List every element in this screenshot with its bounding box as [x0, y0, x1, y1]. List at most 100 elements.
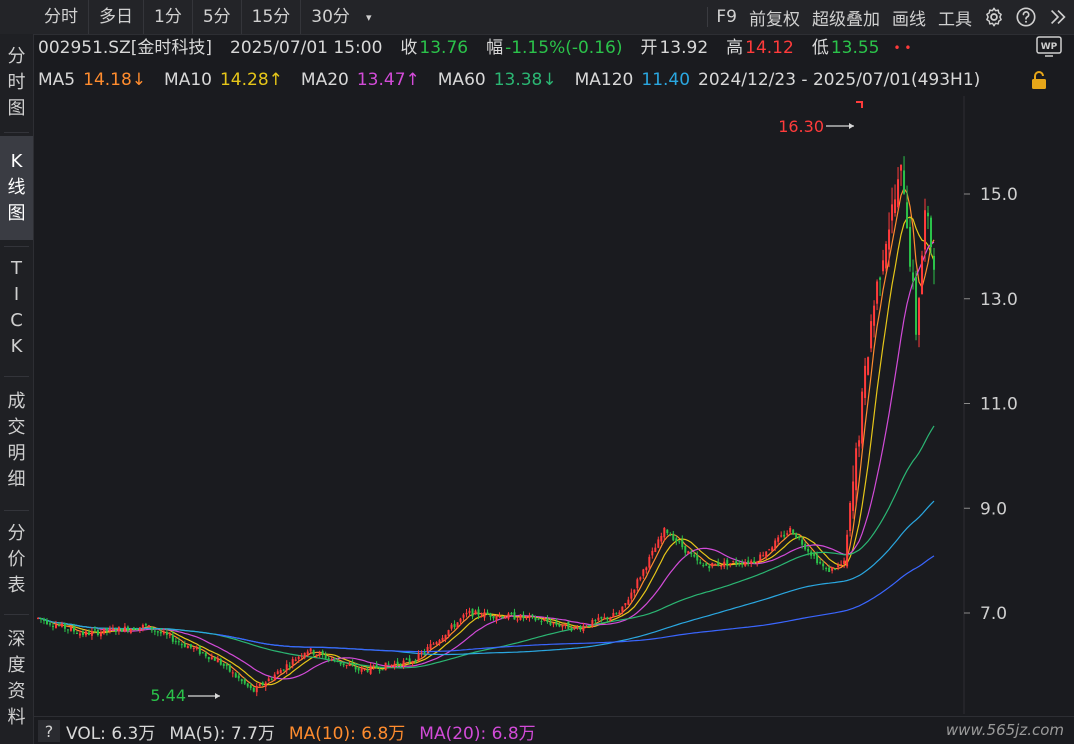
candle-body: [531, 614, 534, 616]
sidebar-item-kline-chart[interactable]: K 线 图: [0, 136, 33, 240]
candle-body: [459, 618, 462, 622]
candle-body: [846, 534, 849, 567]
candle-body: [492, 616, 495, 619]
double-chevron-right-icon[interactable]: [1045, 4, 1071, 30]
timeframe-tabs: 分时 多日 1分 5分 15分 30分 ▾: [34, 0, 371, 34]
tab-intraday[interactable]: 分时: [34, 0, 89, 34]
forward-adjust-button[interactable]: 前复权: [749, 9, 800, 30]
help-icon[interactable]: [1013, 4, 1039, 30]
candle-body: [813, 553, 816, 556]
candle-body: [690, 552, 693, 555]
candle-body: [147, 625, 150, 628]
help-question-button[interactable]: ?: [38, 720, 60, 742]
sidebar-char: 价: [7, 549, 26, 570]
kline-chart[interactable]: 15.0 13.0 11.0 9.0 7.0 16.30 5.44: [34, 96, 1074, 714]
candle-body: [93, 629, 96, 631]
axis-tick-label: 9.0: [980, 499, 1007, 519]
sidebar-char: 成: [7, 391, 26, 412]
candle-body: [177, 641, 180, 643]
change-label: 幅: [486, 38, 504, 58]
candle-body: [519, 614, 522, 620]
candle-body: [792, 529, 795, 535]
candle-body: [192, 648, 195, 650]
candle-body: [75, 632, 78, 634]
tools-button[interactable]: 工具: [938, 9, 972, 30]
candlesticks: [37, 156, 935, 697]
tab-15min[interactable]: 15分: [242, 0, 302, 34]
candle-body: [207, 657, 210, 660]
f9-button[interactable]: F9: [716, 7, 737, 27]
tab-5min[interactable]: 5分: [193, 0, 242, 34]
candle-body: [348, 665, 351, 667]
candle-body: [408, 658, 411, 663]
timeframe-more-dropdown[interactable]: ▾: [365, 10, 372, 24]
open-label: 开: [640, 38, 658, 58]
super-overlay-button[interactable]: 超级叠加: [812, 9, 880, 30]
candle-body: [864, 365, 867, 398]
wp-icon[interactable]: WP: [1036, 36, 1062, 62]
candle-body: [780, 535, 783, 537]
candle-body: [474, 610, 477, 615]
candle-body: [504, 617, 507, 619]
candle-body: [801, 539, 804, 545]
close-label: 收: [400, 38, 418, 58]
candle-body: [729, 563, 732, 565]
candle-body: [156, 631, 159, 633]
candle-body: [639, 577, 642, 580]
axis-tick-label: 13.0: [980, 290, 1018, 310]
sidebar-item-tick[interactable]: T I C K: [0, 250, 33, 366]
ma20-value: 13.47↑: [356, 70, 420, 90]
candle-body: [666, 529, 669, 534]
candle-body: [450, 624, 453, 629]
toolbar-divider: [707, 7, 709, 27]
price-axis: 15.0 13.0 11.0 9.0 7.0: [964, 185, 1018, 624]
candle-body: [144, 624, 147, 626]
candle-body: [57, 625, 60, 627]
candle-body: [840, 564, 843, 566]
candle-body: [897, 179, 900, 208]
high-value: 14.12: [745, 38, 794, 58]
candle-body: [786, 533, 789, 535]
candle-body: [342, 663, 345, 666]
sidebar-item-in-depth-data[interactable]: 深 度 资 料: [0, 618, 33, 740]
sidebar-item-intraday-chart[interactable]: 分 时 图: [0, 40, 33, 126]
candle-body: [84, 631, 87, 636]
candle-body: [489, 613, 492, 618]
candle-body: [249, 685, 252, 689]
tab-multi-day[interactable]: 多日: [89, 0, 144, 34]
ma-line: [37, 216, 935, 686]
sidebar-divider: [4, 376, 29, 377]
candle-body: [723, 561, 726, 567]
candle-body: [879, 277, 882, 280]
tab-30min[interactable]: 30分: [311, 7, 350, 27]
candle-body: [633, 589, 636, 593]
candle-body: [816, 554, 819, 564]
candle-body: [135, 629, 138, 631]
sidebar-item-price-table[interactable]: 分 价 表: [0, 514, 33, 606]
quote-info-row: 002951.SZ[金时科技] 2025/07/01 15:00 收 13.76…: [38, 34, 913, 62]
sidebar-item-trade-details[interactable]: 成 交 明 细: [0, 380, 33, 502]
candle-body: [363, 668, 366, 670]
gear-icon[interactable]: [981, 4, 1007, 30]
candle-body: [306, 651, 309, 655]
candle-body: [411, 662, 414, 664]
candle-body: [390, 664, 393, 666]
candle-body: [867, 357, 870, 375]
candle-body: [327, 658, 330, 660]
toolbar-tools: F9 前复权 超级叠加 画线 工具: [705, 0, 1074, 34]
candle-body: [333, 658, 336, 660]
candle-body: [366, 669, 369, 672]
candle-body: [468, 610, 471, 614]
more-dots-icon[interactable]: • •: [893, 41, 912, 55]
sidebar-char: 度: [7, 655, 26, 676]
candle-body: [804, 543, 807, 550]
candle-body: [855, 448, 858, 491]
candle-body: [819, 561, 822, 564]
candle-body: [807, 548, 810, 552]
tab-1min[interactable]: 1分: [144, 0, 193, 34]
candle-body: [456, 622, 459, 629]
lock-icon[interactable]: [1030, 70, 1048, 94]
draw-line-button[interactable]: 画线: [892, 9, 926, 30]
ma120-value: 11.40: [641, 70, 691, 90]
axis-tick-label: 7.0: [980, 604, 1007, 624]
